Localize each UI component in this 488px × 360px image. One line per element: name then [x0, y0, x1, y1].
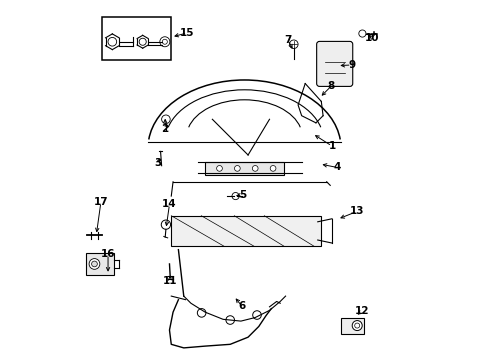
Circle shape [89, 258, 100, 269]
Text: 7: 7 [284, 35, 291, 45]
Bar [205, 162, 283, 175]
FancyBboxPatch shape [316, 41, 352, 86]
Circle shape [231, 193, 239, 200]
Text: 1: 1 [328, 141, 335, 151]
Circle shape [160, 37, 169, 47]
Circle shape [162, 115, 170, 123]
Text: 2: 2 [161, 124, 168, 134]
Circle shape [216, 166, 222, 171]
Circle shape [91, 261, 97, 267]
Circle shape [252, 311, 261, 319]
Text: 14: 14 [162, 199, 177, 209]
Circle shape [234, 166, 240, 171]
Bar [171, 216, 321, 246]
Text: 12: 12 [354, 306, 368, 316]
Circle shape [197, 309, 205, 317]
Text: 4: 4 [333, 162, 340, 172]
Circle shape [139, 38, 146, 45]
Text: 5: 5 [239, 190, 246, 200]
Circle shape [270, 166, 275, 171]
Circle shape [289, 40, 298, 49]
Circle shape [161, 220, 170, 229]
Circle shape [358, 30, 365, 37]
FancyBboxPatch shape [102, 18, 171, 60]
Text: 16: 16 [101, 249, 115, 259]
Text: 8: 8 [326, 81, 334, 91]
Text: 3: 3 [154, 158, 162, 168]
Circle shape [252, 166, 258, 171]
Circle shape [108, 37, 117, 46]
Circle shape [225, 316, 234, 324]
Text: 6: 6 [238, 301, 245, 311]
Text: 17: 17 [93, 197, 108, 207]
Bar [340, 318, 364, 334]
Text: 10: 10 [365, 33, 379, 43]
Text: 15: 15 [180, 28, 194, 38]
Circle shape [354, 323, 359, 328]
Circle shape [351, 320, 362, 330]
Circle shape [162, 39, 167, 44]
Text: 11: 11 [163, 276, 177, 286]
Text: 9: 9 [347, 60, 354, 70]
Bar [85, 253, 114, 275]
Text: 13: 13 [349, 206, 364, 216]
